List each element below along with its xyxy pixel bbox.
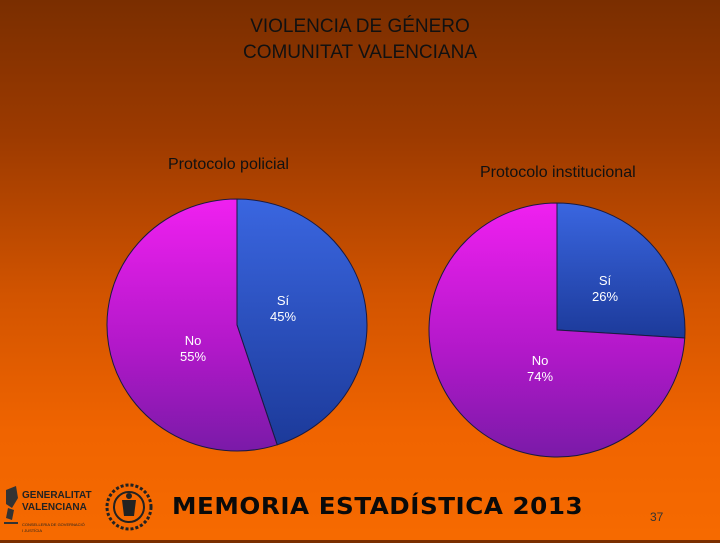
generalitat-logo: GENERALITAT VALENCIANA CONSELLERIA DE GO… — [2, 484, 98, 538]
pie-right-label-si: Sí — [599, 273, 612, 288]
memoria-banner: MEMORIA ESTADÍSTICA 2013 — [172, 494, 584, 520]
slide-title: VIOLENCIA DE GÉNERO COMUNITAT VALENCIANA — [0, 14, 720, 66]
pie-left-value-no: 55% — [180, 349, 206, 364]
pie-right-slice-no — [428, 202, 686, 458]
pie-left-label-si: Sí — [277, 293, 290, 308]
svg-text:GENERALITAT: GENERALITAT — [22, 490, 92, 501]
pie-left-slice-no — [106, 198, 278, 452]
pie-right-value-no: 74% — [527, 369, 553, 384]
seal-icon — [105, 483, 153, 531]
pie-left-slice-si — [236, 198, 368, 446]
pie-left-title: Protocolo policial — [168, 156, 289, 173]
svg-text:I JUSTÍCIA: I JUSTÍCIA — [22, 528, 42, 533]
pie-right-title: Protocolo institucional — [480, 164, 636, 181]
pie-right-value-si: 26% — [592, 289, 618, 304]
slide-title-line1: VIOLENCIA DE GÉNERO — [250, 16, 470, 37]
pie-left-value-si: 45% — [270, 309, 296, 324]
pie-right-label-no: No — [532, 353, 549, 368]
page-number: 37 — [650, 510, 664, 524]
generalitat-logo-icon: GENERALITAT VALENCIANA CONSELLERIA DE GO… — [4, 486, 92, 533]
slide-title-line2: COMUNITAT VALENCIANA — [242, 42, 477, 63]
svg-text:VALENCIANA: VALENCIANA — [22, 502, 87, 513]
svg-text:CONSELLERIA DE GOVERNACIÓ: CONSELLERIA DE GOVERNACIÓ — [22, 522, 85, 527]
pie-left-label-no: No — [185, 333, 202, 348]
pie-right-slice-si — [556, 202, 686, 339]
seal-emblem — [102, 482, 156, 532]
